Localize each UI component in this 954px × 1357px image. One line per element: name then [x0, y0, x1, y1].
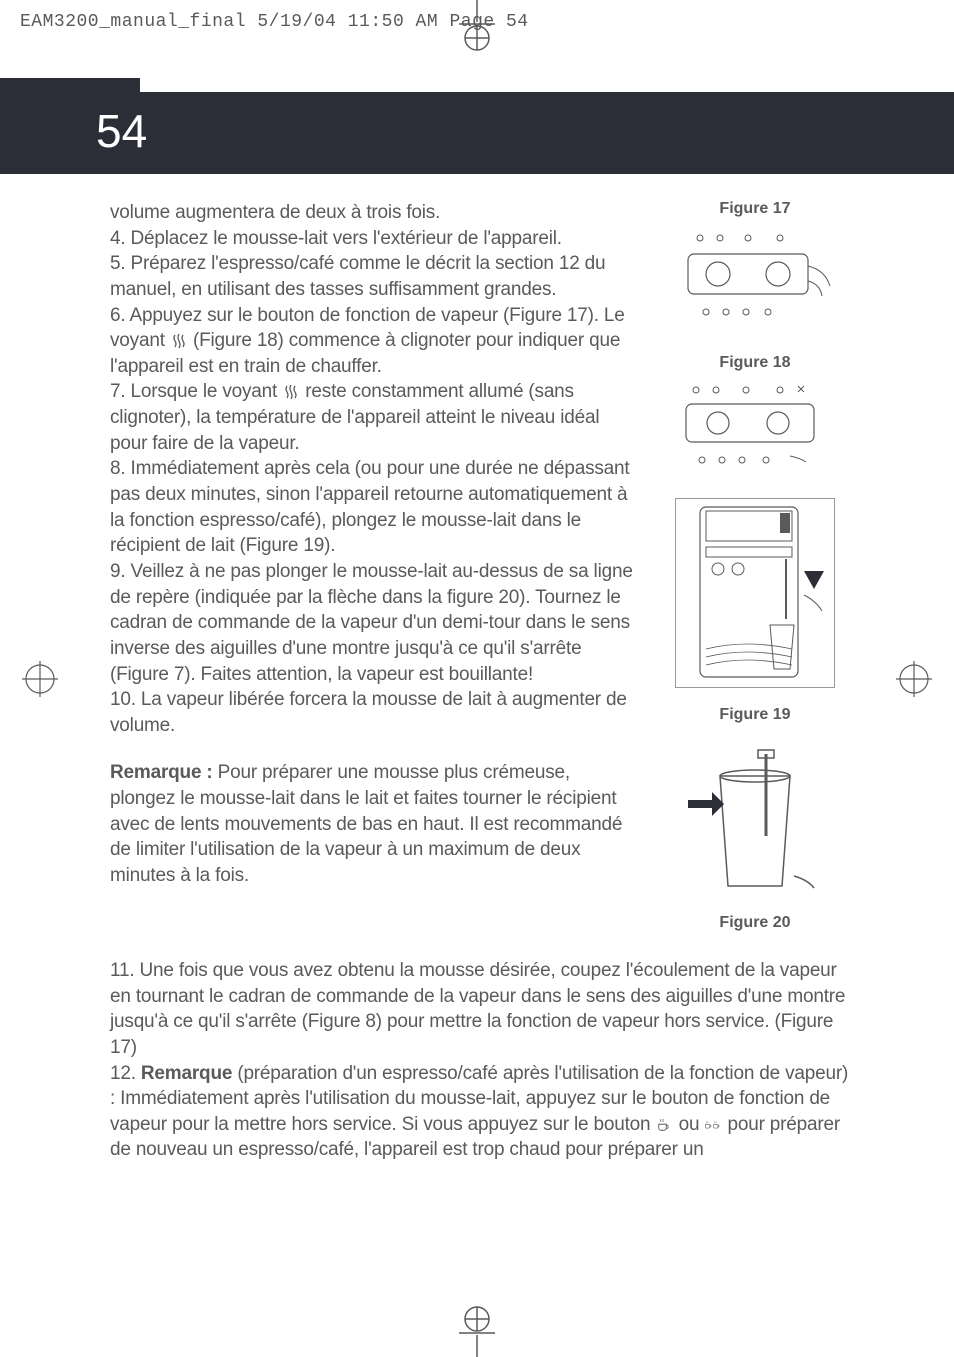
remarque-label: Remarque :	[110, 762, 218, 783]
main-text-column: volume augmentera de deux à trois fois. …	[110, 200, 636, 940]
crop-mark-right-icon	[896, 661, 932, 697]
page-content: volume augmentera de deux à trois fois. …	[110, 200, 850, 1163]
figure-20-label: Figure 20	[660, 914, 850, 932]
figure-20	[680, 746, 830, 896]
para-4: 4. Déplacez le mousse-lait vers l'extéri…	[110, 228, 562, 249]
para-9: 9. Veillez à ne pas plonger le mousse-la…	[110, 561, 633, 685]
steam-icon	[282, 384, 300, 400]
figure-17	[670, 226, 840, 336]
para-12c: ou	[679, 1114, 705, 1135]
para-volume: volume augmentera de deux à trois fois.	[110, 202, 440, 223]
figure-18-label: Figure 18	[660, 354, 850, 372]
para-12-label: Remarque	[141, 1063, 232, 1084]
two-cup-icon	[704, 1117, 722, 1133]
lower-text-block: 11. Une fois que vous avez obtenu la mou…	[110, 958, 850, 1163]
figure-19-label: Figure 19	[660, 706, 850, 724]
crop-mark-top-icon	[447, 0, 507, 52]
para-8: 8. Immédiatement après cela (ou pour une…	[110, 458, 629, 556]
steam-icon	[170, 333, 188, 349]
page-number: 54	[96, 104, 147, 158]
figure-19	[675, 498, 835, 688]
para-11: 11. Une fois que vous avez obtenu la mou…	[110, 960, 845, 1058]
figures-column: Figure 17 Figure 18	[660, 200, 850, 940]
figure-18	[670, 380, 840, 480]
one-cup-icon	[655, 1117, 673, 1133]
crop-mark-left-icon	[22, 661, 58, 697]
para-7a: 7. Lorsque le voyant	[110, 381, 282, 402]
crop-mark-bottom-icon	[447, 1305, 507, 1357]
page-header-accent	[0, 78, 140, 92]
para-10: 10. La vapeur libérée forcera la mousse …	[110, 689, 627, 736]
para-12a: 12.	[110, 1063, 141, 1084]
figure-17-label: Figure 17	[660, 200, 850, 218]
para-5: 5. Préparez l'espresso/café comme le déc…	[110, 253, 605, 300]
